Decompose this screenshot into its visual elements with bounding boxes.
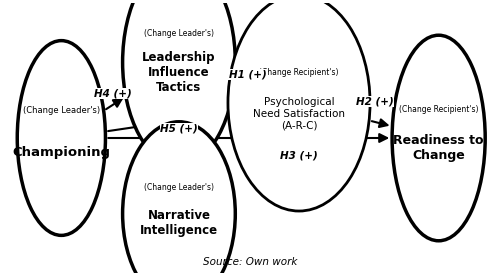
Text: Psychological
Need Satisfaction
(A-R-C): Psychological Need Satisfaction (A-R-C) bbox=[253, 97, 345, 130]
Text: (Change Leader's): (Change Leader's) bbox=[144, 184, 214, 192]
Text: (Change Recipient's): (Change Recipient's) bbox=[399, 105, 478, 114]
Ellipse shape bbox=[122, 0, 236, 165]
Ellipse shape bbox=[17, 41, 106, 235]
Text: Readiness to
Change: Readiness to Change bbox=[394, 134, 484, 162]
Ellipse shape bbox=[122, 122, 236, 276]
Text: (Change Recipient's): (Change Recipient's) bbox=[259, 68, 339, 77]
Text: H5 (+): H5 (+) bbox=[160, 124, 198, 134]
Text: H3 (+): H3 (+) bbox=[280, 151, 318, 161]
Text: H1 (+): H1 (+) bbox=[228, 70, 266, 79]
Text: H2 (+): H2 (+) bbox=[356, 97, 394, 107]
Text: Source: Own work: Source: Own work bbox=[203, 257, 297, 267]
Text: H4 (+): H4 (+) bbox=[94, 88, 132, 98]
Text: (Change Leader's): (Change Leader's) bbox=[144, 29, 214, 38]
Ellipse shape bbox=[392, 35, 485, 241]
Text: Leadership
Influence
Tactics: Leadership Influence Tactics bbox=[142, 51, 216, 94]
Text: (Change Leader's): (Change Leader's) bbox=[23, 106, 100, 115]
Text: Narrative
Intelligence: Narrative Intelligence bbox=[140, 209, 218, 237]
Ellipse shape bbox=[228, 0, 370, 211]
Text: Championing: Championing bbox=[12, 146, 110, 159]
